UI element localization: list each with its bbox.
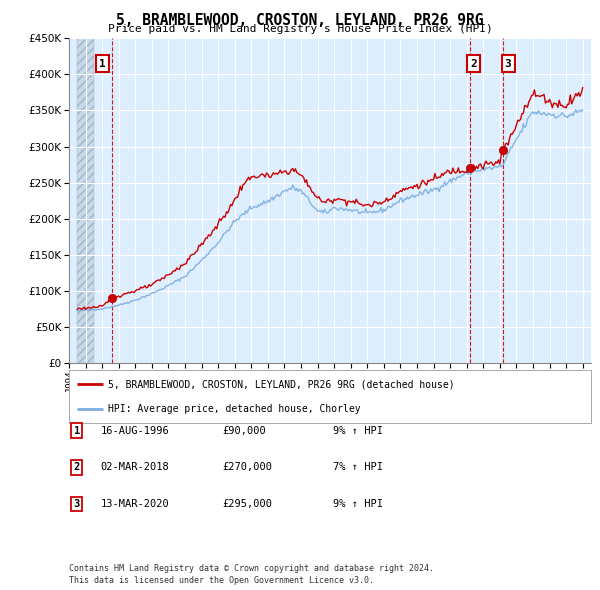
Text: 9% ↑ HPI: 9% ↑ HPI <box>333 426 383 435</box>
Text: Price paid vs. HM Land Registry's House Price Index (HPI): Price paid vs. HM Land Registry's House … <box>107 24 493 34</box>
Text: 16-AUG-1996: 16-AUG-1996 <box>101 426 170 435</box>
Text: 9% ↑ HPI: 9% ↑ HPI <box>333 499 383 509</box>
Text: 1: 1 <box>99 58 106 68</box>
Text: £295,000: £295,000 <box>222 499 272 509</box>
Text: 2: 2 <box>74 463 80 472</box>
Text: 02-MAR-2018: 02-MAR-2018 <box>101 463 170 472</box>
Text: 3: 3 <box>74 499 80 509</box>
Text: Contains HM Land Registry data © Crown copyright and database right 2024.
This d: Contains HM Land Registry data © Crown c… <box>69 565 434 585</box>
Text: 1: 1 <box>74 426 80 435</box>
Text: £270,000: £270,000 <box>222 463 272 472</box>
Text: 5, BRAMBLEWOOD, CROSTON, LEYLAND, PR26 9RG: 5, BRAMBLEWOOD, CROSTON, LEYLAND, PR26 9… <box>116 13 484 28</box>
Text: HPI: Average price, detached house, Chorley: HPI: Average price, detached house, Chor… <box>108 404 361 414</box>
Text: 7% ↑ HPI: 7% ↑ HPI <box>333 463 383 472</box>
Text: £90,000: £90,000 <box>222 426 266 435</box>
Text: 2: 2 <box>470 58 477 68</box>
Text: 5, BRAMBLEWOOD, CROSTON, LEYLAND, PR26 9RG (detached house): 5, BRAMBLEWOOD, CROSTON, LEYLAND, PR26 9… <box>108 379 455 389</box>
Text: 13-MAR-2020: 13-MAR-2020 <box>101 499 170 509</box>
Text: 3: 3 <box>505 58 512 68</box>
